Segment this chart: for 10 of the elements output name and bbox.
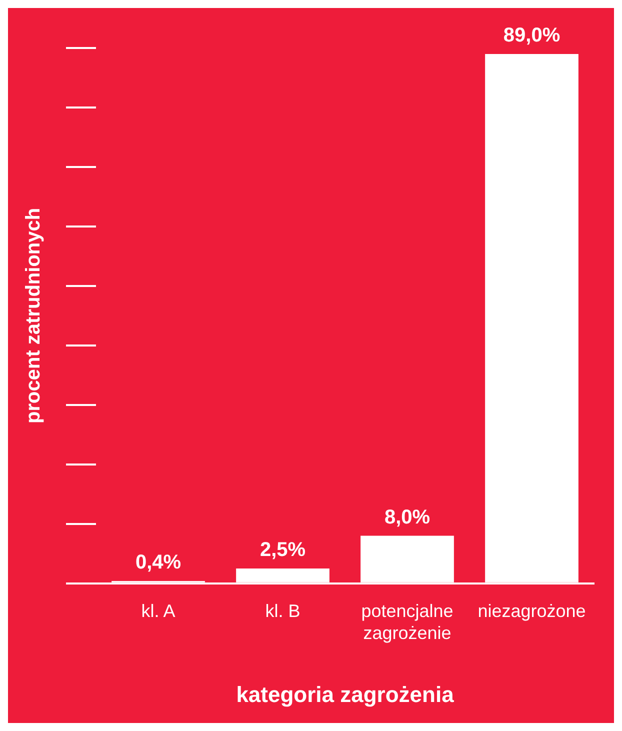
data-label: 89,0%	[503, 24, 560, 46]
x-axis-title: kategoria zagrożenia	[236, 682, 455, 707]
data-label: 2,5%	[260, 539, 306, 562]
data-label: 8,0%	[384, 506, 430, 528]
data-label: 0,4%	[135, 552, 182, 574]
x-tick-label: potencjalne zagrożenie	[361, 601, 454, 643]
y-axis-title: procent zatrudnionych	[22, 208, 45, 424]
x-tick-label: kl. A	[141, 601, 176, 622]
x-tick-label: kl. B	[265, 601, 300, 622]
x-tick-label: niezagrożone	[478, 601, 586, 622]
